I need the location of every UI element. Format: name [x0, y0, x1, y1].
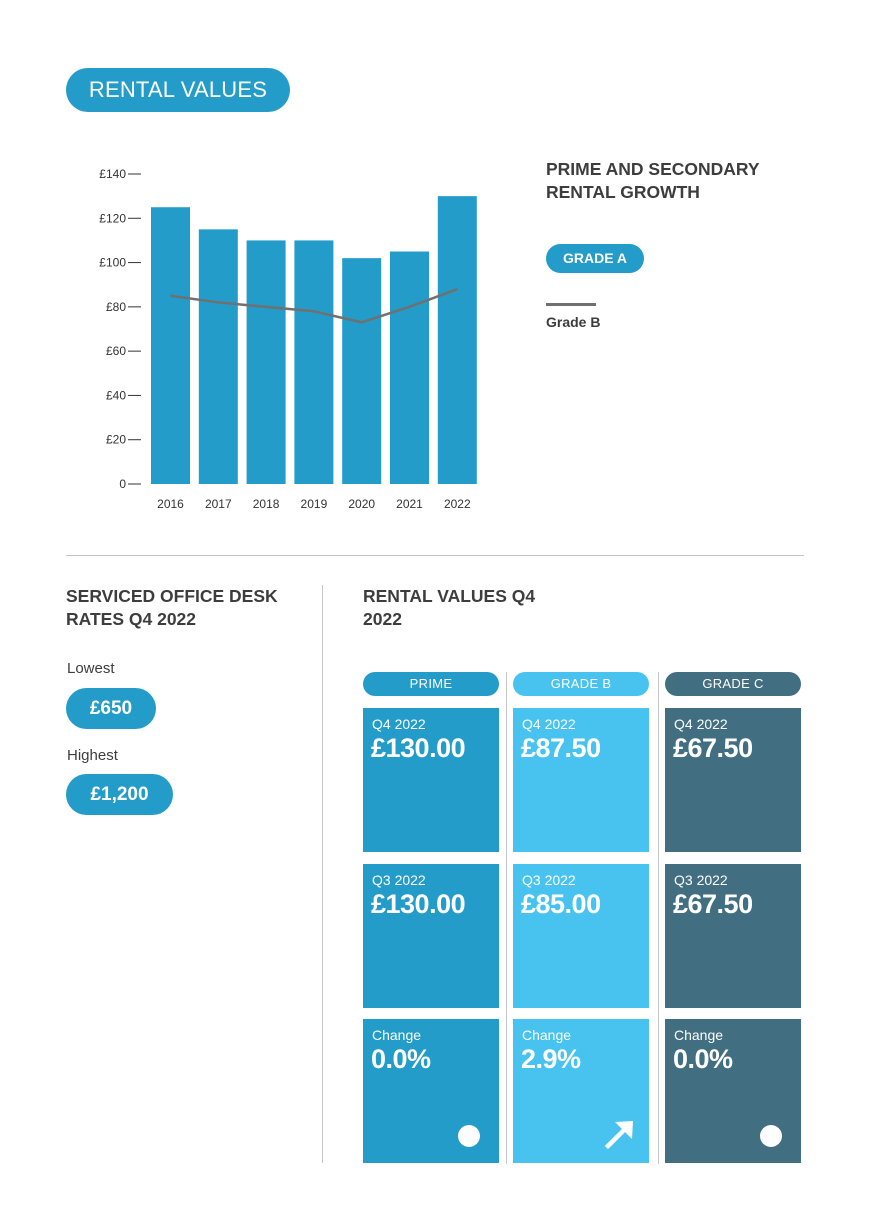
tile-value: 0.0% [673, 1044, 733, 1074]
x-tick-label: 2017 [205, 497, 232, 511]
prime-change-tile: Change 0.0% [363, 1019, 499, 1163]
bar [246, 240, 286, 484]
desk-rates-title: SERVICED OFFICE DESK RATES Q4 2022 [66, 586, 278, 629]
page-title: RENTAL VALUES [66, 68, 290, 112]
legend-grade-a: GRADE A [546, 244, 644, 273]
prime-q4-tile: Q4 2022 £130.00 [363, 708, 499, 852]
arrow-up-right-icon [604, 1121, 633, 1150]
grade-b-q4-tile: Q4 2022 £87.50 [513, 708, 649, 852]
x-tick-label: 2020 [348, 497, 375, 511]
grade-c-q3-tile: Q3 2022 £67.50 [665, 864, 801, 1008]
tile-value: £67.50 [673, 889, 753, 919]
y-tick-label: £100 [99, 256, 126, 270]
bar [294, 240, 334, 484]
bar [342, 258, 382, 484]
legend-grade-b-swatch [546, 303, 596, 306]
x-tick-label: 2022 [444, 497, 471, 511]
y-tick-label: £20 [106, 433, 126, 447]
tile-value: 0.0% [371, 1044, 431, 1074]
tile-label: Change [372, 1027, 422, 1043]
bar [198, 229, 238, 484]
tile-label: Q3 2022 [522, 872, 576, 888]
column-divider [658, 672, 659, 1164]
column-header-prime: PRIME [363, 672, 499, 696]
tile-label: Q3 2022 [372, 872, 426, 888]
y-tick-label: £80 [106, 300, 126, 314]
highest-value-badge: £1,200 [66, 774, 173, 815]
legend-grade-b: Grade B [546, 314, 601, 330]
bar [390, 251, 429, 484]
column-divider [506, 672, 507, 1164]
grade-b-change-tile: Change 2.9% [513, 1019, 649, 1163]
tile-label: Change [522, 1027, 572, 1043]
bar [151, 207, 190, 484]
tile-label: Q4 2022 [674, 716, 728, 732]
tile-label: Change [674, 1027, 724, 1043]
y-tick-label: £40 [106, 388, 126, 402]
grade-b-line [170, 287, 458, 324]
tile-value: £130.00 [371, 733, 466, 763]
lowest-label: Lowest [67, 660, 115, 677]
dot-icon [760, 1125, 782, 1147]
tile-value: £85.00 [521, 889, 601, 919]
column-divider [322, 585, 323, 1163]
lowest-value-badge: £650 [66, 688, 156, 729]
grade-b-q3-tile: Q3 2022 £85.00 [513, 864, 649, 1008]
dot-icon [458, 1125, 480, 1147]
bar [437, 196, 477, 484]
chart-title: PRIME AND SECONDARY RENTAL GROWTH [546, 159, 760, 202]
column-header-grade-b: GRADE B [513, 672, 649, 696]
prime-q3-tile: Q3 2022 £130.00 [363, 864, 499, 1008]
x-tick-label: 2018 [253, 497, 280, 511]
highest-label: Highest [67, 747, 118, 764]
x-tick-label: 2021 [396, 497, 423, 511]
rental-values-title: RENTAL VALUES Q4 2022 [363, 586, 536, 629]
y-tick-label: £140 [99, 167, 126, 181]
grade-c-change-tile: Change 0.0% [665, 1019, 801, 1163]
y-tick-label: £60 [106, 344, 126, 358]
tile-value: £67.50 [673, 733, 753, 763]
tile-label: Q4 2022 [522, 716, 576, 732]
tile-label: Q3 2022 [674, 872, 728, 888]
y-tick-label: £120 [99, 211, 126, 225]
grade-c-q4-tile: Q4 2022 £67.50 [665, 708, 801, 852]
x-tick-label: 2016 [157, 497, 184, 511]
y-tick-label: 0 [119, 477, 126, 491]
column-header-grade-c: GRADE C [665, 672, 801, 696]
tile-label: Q4 2022 [372, 716, 426, 732]
rental-growth-chart: 0 £20 £40 £60 £80 £100 £120 £140 2016 2017 2018 201… [99, 167, 477, 511]
tile-value: £87.50 [521, 733, 601, 763]
tile-value: 2.9% [521, 1044, 581, 1074]
x-tick-label: 2019 [301, 497, 328, 511]
tile-value: £130.00 [371, 889, 466, 919]
section-divider [66, 555, 804, 556]
